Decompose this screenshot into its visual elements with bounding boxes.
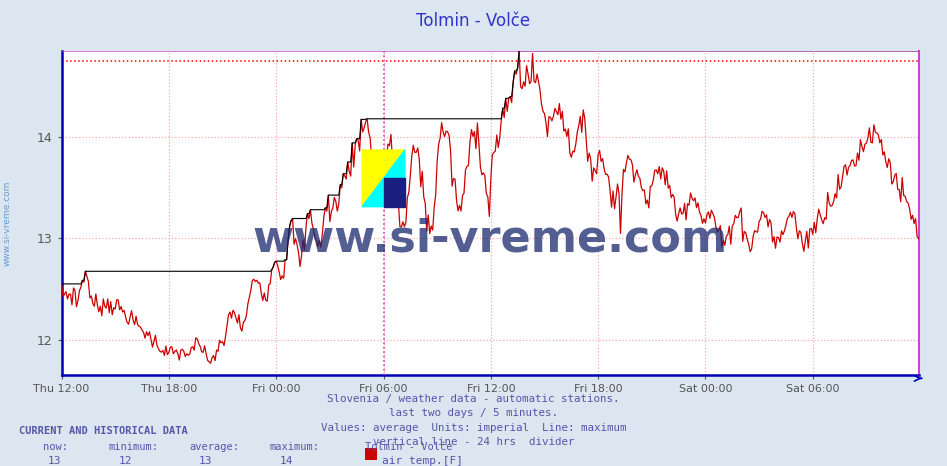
Text: now:: now: <box>43 442 67 452</box>
Text: CURRENT AND HISTORICAL DATA: CURRENT AND HISTORICAL DATA <box>19 426 188 436</box>
Text: minimum:: minimum: <box>109 442 159 452</box>
Text: Tolmin - Volče: Tolmin - Volče <box>417 12 530 30</box>
Text: Slovenia / weather data - automatic stations.
last two days / 5 minutes.
Values:: Slovenia / weather data - automatic stat… <box>321 394 626 447</box>
Bar <box>384 178 405 207</box>
Text: maximum:: maximum: <box>270 442 320 452</box>
Text: 13: 13 <box>47 456 61 466</box>
Polygon shape <box>362 150 405 207</box>
Text: 14: 14 <box>279 456 293 466</box>
Text: average:: average: <box>189 442 240 452</box>
Text: www.si-vreme.com: www.si-vreme.com <box>253 218 727 260</box>
Text: air temp.[F]: air temp.[F] <box>382 456 463 466</box>
Polygon shape <box>362 150 405 207</box>
Text: www.si-vreme.com: www.si-vreme.com <box>3 181 12 267</box>
Text: Tolmin - Volče: Tolmin - Volče <box>365 442 452 452</box>
Text: 12: 12 <box>118 456 132 466</box>
Text: 13: 13 <box>199 456 212 466</box>
